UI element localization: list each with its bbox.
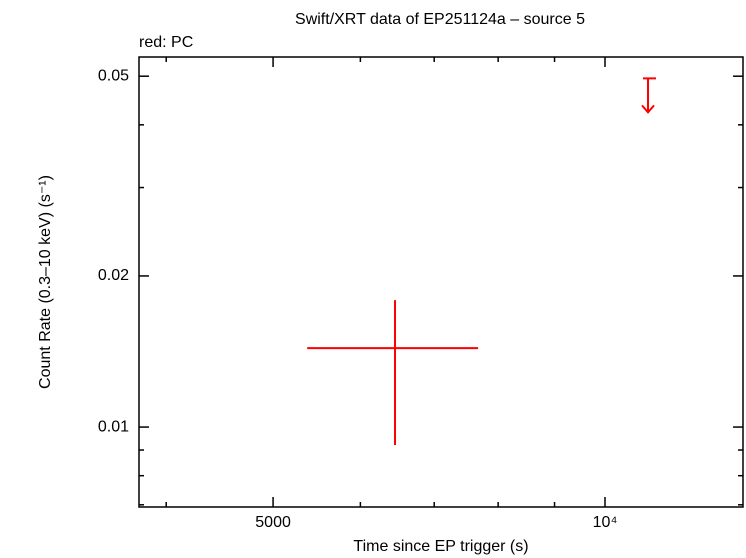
y-tick-label: 0.05 bbox=[98, 67, 129, 84]
y-axis-label: Count Rate (0.3–10 keV) (s⁻¹) bbox=[37, 175, 54, 389]
x-axis-label: Time since EP trigger (s) bbox=[353, 538, 528, 555]
chart-title: Swift/XRT data of EP251124a – source 5 bbox=[295, 11, 585, 28]
y-tick-label: 0.01 bbox=[98, 418, 129, 435]
chart-subtitle: red: PC bbox=[139, 34, 193, 51]
x-tick-label: 5000 bbox=[255, 514, 291, 531]
upper-limit-arrow bbox=[641, 78, 655, 114]
y-tick-label: 0.02 bbox=[98, 267, 129, 284]
plot-frame bbox=[138, 56, 744, 508]
x-tick-label: 10⁴ bbox=[593, 514, 618, 531]
